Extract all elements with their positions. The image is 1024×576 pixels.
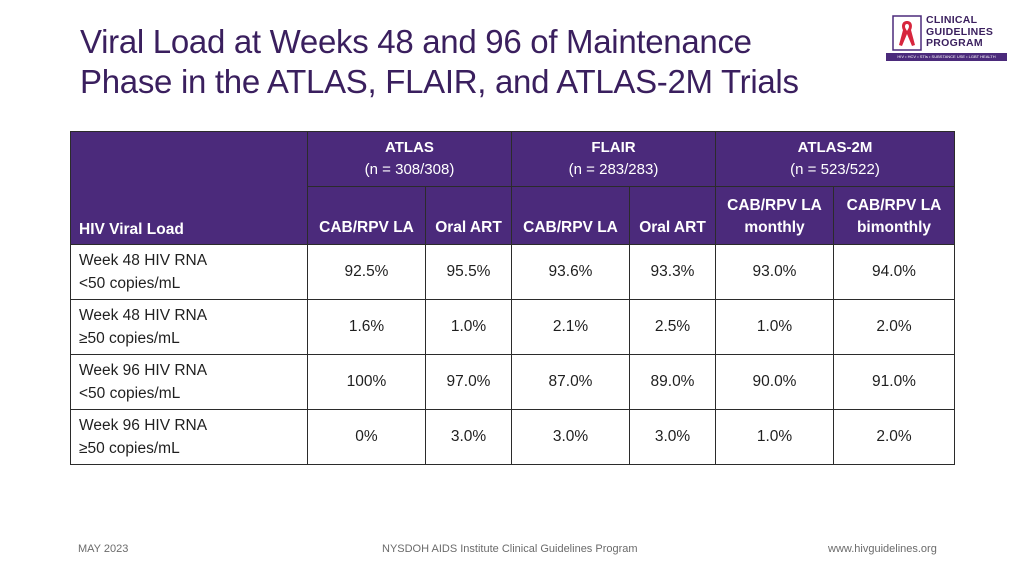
group-header-flair: FLAIR (n = 283/283): [511, 131, 716, 187]
group-name: ATLAS: [385, 139, 434, 156]
value-cell: 2.0%: [833, 409, 955, 465]
group-header-atlas: ATLAS (n = 308/308): [307, 131, 512, 187]
logo-line-1: CLINICAL: [926, 14, 978, 26]
logo-tagline-bar: HIV • HCV • STIs • SUBSTANCE USE • LGBT …: [886, 53, 1007, 61]
title-line-1: Viral Load at Weeks 48 and 96 of Mainten…: [80, 23, 752, 60]
value-cell: 1.0%: [715, 409, 834, 465]
value-cell: 3.0%: [629, 409, 716, 465]
logo-wordmark: CLINICAL GUIDELINES PROGRAM: [926, 14, 994, 50]
table-row: Week 96 HIV RNA ≥50 copies/mL 0% 3.0% 3.…: [70, 409, 955, 465]
value-cell: 93.0%: [715, 244, 834, 300]
value-cell: 90.0%: [715, 354, 834, 410]
viral-load-table: HIV Viral Load ATLAS (n = 308/308) FLAIR…: [70, 131, 955, 465]
group-header-row: HIV Viral Load ATLAS (n = 308/308) FLAIR…: [70, 131, 955, 245]
footer-organization: NYSDOH AIDS Institute Clinical Guideline…: [382, 543, 638, 555]
row-label: Week 96 HIV RNA <50 copies/mL: [70, 354, 308, 410]
slide-title: Viral Load at Weeks 48 and 96 of Mainten…: [80, 22, 880, 102]
row-label-line-2: ≥50 copies/mL: [79, 330, 180, 347]
value-cell: 92.5%: [307, 244, 426, 300]
row-label-line-2: <50 copies/mL: [79, 385, 181, 402]
value-cell: 95.5%: [425, 244, 512, 300]
value-cell: 1.6%: [307, 299, 426, 355]
value-cell: 93.6%: [511, 244, 630, 300]
footer-date: MAY 2023: [78, 543, 129, 555]
row-label-line-1: Week 96 HIV RNA: [79, 417, 208, 434]
value-cell: 100%: [307, 354, 426, 410]
subcol-header: CAB/RPV LA: [511, 186, 630, 245]
row-label: Week 48 HIV RNA <50 copies/mL: [70, 244, 308, 300]
red-ribbon-icon: [892, 15, 922, 51]
row-label: Week 96 HIV RNA ≥50 copies/mL: [70, 409, 308, 465]
group-n: (n = 283/283): [568, 161, 659, 178]
table-row: Week 96 HIV RNA <50 copies/mL 100% 97.0%…: [70, 354, 955, 410]
subcol-header: Oral ART: [425, 186, 512, 245]
value-cell: 1.0%: [425, 299, 512, 355]
row-label-line-1: Week 48 HIV RNA: [79, 307, 208, 324]
value-cell: 2.0%: [833, 299, 955, 355]
group-name: FLAIR: [591, 139, 636, 156]
subcolumn-header-row: CAB/RPV LA Oral ART CAB/RPV LA Oral ART …: [71, 186, 955, 245]
footer-url: www.hivguidelines.org: [828, 543, 937, 555]
group-name: ATLAS-2M: [797, 139, 873, 156]
value-cell: 87.0%: [511, 354, 630, 410]
row-label-line-2: <50 copies/mL: [79, 275, 181, 292]
row-label: Week 48 HIV RNA ≥50 copies/mL: [70, 299, 308, 355]
value-cell: 94.0%: [833, 244, 955, 300]
row-label-line-1: Week 96 HIV RNA: [79, 362, 208, 379]
table-row: Week 48 HIV RNA ≥50 copies/mL 1.6% 1.0% …: [70, 299, 955, 355]
group-header-atlas-2m: ATLAS-2M (n = 523/522): [715, 131, 955, 187]
row-header-cell: HIV Viral Load: [70, 131, 308, 245]
value-cell: 2.5%: [629, 299, 716, 355]
logo-line-2: GUIDELINES: [926, 25, 994, 38]
subcol-header: CAB/RPV LA bimonthly: [833, 186, 955, 245]
subcol-header: CAB/RPV LA: [307, 186, 426, 245]
value-cell: 89.0%: [629, 354, 716, 410]
value-cell: 3.0%: [425, 409, 512, 465]
value-cell: 91.0%: [833, 354, 955, 410]
group-n: (n = 308/308): [364, 161, 455, 178]
subcol-header: CAB/RPV LA monthly: [715, 186, 834, 245]
group-n: (n = 523/522): [790, 161, 880, 178]
clinical-guidelines-logo: CLINICAL GUIDELINES PROGRAM HIV • HCV • …: [886, 13, 1007, 65]
value-cell: 1.0%: [715, 299, 834, 355]
row-label-line-1: Week 48 HIV RNA: [79, 252, 208, 269]
logo-line-3: PROGRAM: [926, 37, 983, 49]
value-cell: 97.0%: [425, 354, 512, 410]
title-line-2: Phase in the ATLAS, FLAIR, and ATLAS-2M …: [80, 63, 799, 100]
value-cell: 0%: [307, 409, 426, 465]
value-cell: 2.1%: [511, 299, 630, 355]
value-cell: 93.3%: [629, 244, 716, 300]
table-row: Week 48 HIV RNA <50 copies/mL 92.5% 95.5…: [70, 244, 955, 300]
row-label-line-2: ≥50 copies/mL: [79, 440, 180, 457]
subcol-header: Oral ART: [629, 186, 716, 245]
value-cell: 3.0%: [511, 409, 630, 465]
